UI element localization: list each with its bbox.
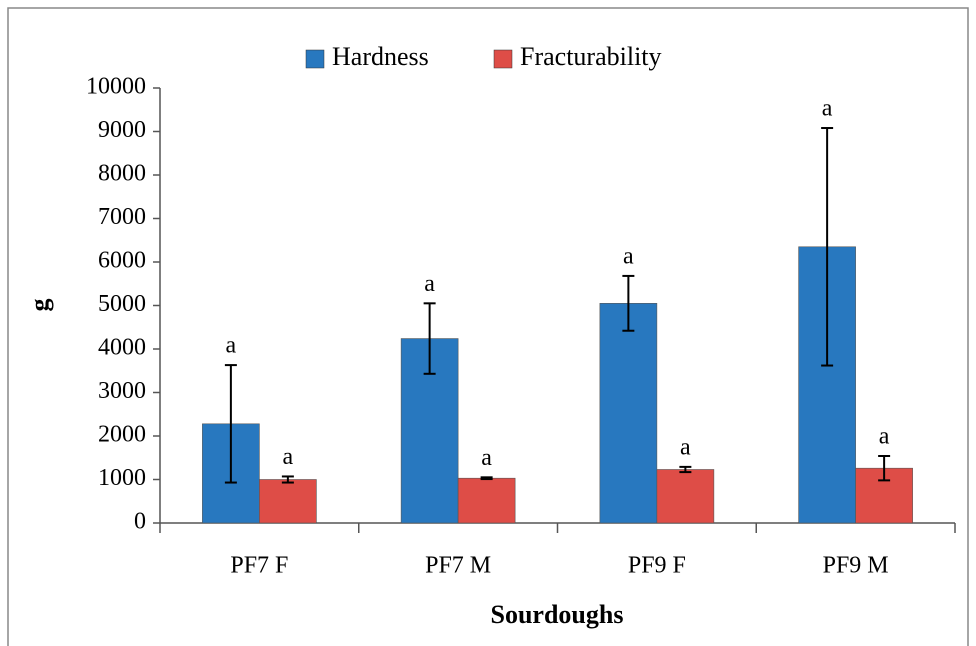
y-tick-label: 2000 xyxy=(98,422,146,448)
bar xyxy=(599,303,658,524)
y-tick-label: 0 xyxy=(134,509,146,535)
significance-letter: a xyxy=(226,333,237,359)
significance-letter: a xyxy=(680,434,691,460)
x-tick-label: PF7 M xyxy=(425,553,491,579)
x-tick-label: PF9 F xyxy=(628,553,686,579)
legend-swatch xyxy=(305,49,325,69)
significance-letter: a xyxy=(623,243,634,269)
frame xyxy=(7,7,969,646)
y-tick-label: 9000 xyxy=(98,117,146,143)
y-tick-label: 8000 xyxy=(98,161,146,187)
y-tick-label: 10000 xyxy=(86,74,146,100)
significance-letter: a xyxy=(822,96,833,122)
error-bar xyxy=(224,364,237,484)
error-bar xyxy=(878,455,891,482)
x-tick-label: PF9 M xyxy=(823,553,889,579)
y-tick-label: 3000 xyxy=(98,378,146,404)
legend-swatch xyxy=(493,49,513,69)
legend-label: Hardness xyxy=(332,42,429,71)
significance-letter: a xyxy=(879,424,890,450)
y-tick-label: 4000 xyxy=(98,335,146,361)
y-axis-title: g xyxy=(25,299,54,312)
y-tick-label: 6000 xyxy=(98,248,146,274)
significance-letter: a xyxy=(424,271,435,297)
significance-letter: a xyxy=(283,444,294,470)
error-bar xyxy=(622,274,635,332)
x-axis-title: Sourdoughs xyxy=(491,600,624,629)
significance-letter: a xyxy=(481,445,492,471)
legend-label: Fracturability xyxy=(520,42,662,71)
error-bar xyxy=(423,302,436,375)
y-tick-label: 5000 xyxy=(98,291,146,317)
y-tick-label: 1000 xyxy=(98,465,146,491)
x-tick-label: PF7 F xyxy=(230,553,288,579)
y-tick-label: 7000 xyxy=(98,204,146,230)
error-bar xyxy=(480,476,493,481)
error-bar xyxy=(821,127,834,367)
bar xyxy=(457,477,516,524)
error-bar xyxy=(281,475,294,484)
bar xyxy=(656,469,715,524)
bar xyxy=(259,479,317,524)
error-bar xyxy=(679,465,692,474)
